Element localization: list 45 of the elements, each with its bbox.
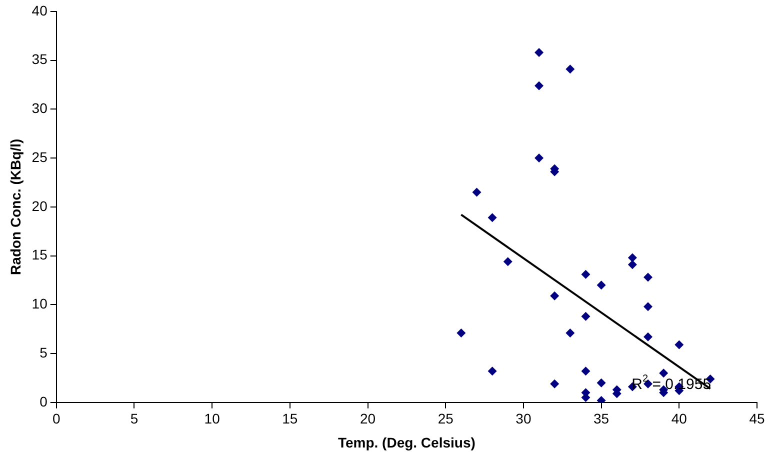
y-tick-label: 20 (32, 198, 48, 214)
point (534, 154, 544, 163)
y-tick-label: 30 (32, 100, 48, 116)
x-tick-label: 20 (360, 410, 376, 427)
point (644, 272, 653, 282)
point (488, 366, 497, 376)
point (534, 81, 544, 90)
y-tick-label: 5 (40, 344, 48, 360)
y-tick-label: 35 (32, 51, 48, 68)
y-tick-label: 40 (32, 2, 48, 18)
point (674, 340, 684, 350)
y-tick-label: 15 (32, 246, 48, 263)
point (472, 188, 482, 197)
point (628, 253, 637, 262)
point (644, 302, 653, 312)
y-tick-label: 0 (40, 393, 48, 410)
y-tick-label: 10 (32, 296, 48, 312)
point (566, 328, 575, 338)
point (566, 64, 575, 74)
point (581, 366, 590, 376)
point (596, 378, 606, 388)
point (628, 260, 637, 270)
point (550, 379, 560, 388)
point (550, 291, 560, 300)
x-tick-label: 30 (516, 410, 532, 427)
x-tick-label: 10 (204, 410, 220, 427)
point (488, 213, 497, 222)
point (534, 48, 544, 57)
point (456, 328, 466, 338)
x-tick-label: 35 (594, 410, 610, 427)
x-tick-label: 0 (52, 410, 60, 427)
x-axis-title: Temp. (Deg. Celsius) (338, 434, 476, 450)
x-tick-label: 5 (130, 410, 138, 427)
point (644, 332, 653, 342)
point (659, 368, 668, 378)
x-tick-label: 25 (438, 410, 454, 427)
point (596, 280, 606, 290)
point (581, 270, 590, 279)
y-tick-label: 25 (32, 148, 48, 165)
x-tick-label: 15 (282, 410, 298, 427)
y-axis-title: Radon Conc. (KBq/l) (7, 138, 24, 275)
point (581, 312, 590, 321)
x-tick-label: 40 (671, 410, 688, 427)
x-tick-label: 45 (749, 410, 765, 427)
point (503, 257, 512, 266)
